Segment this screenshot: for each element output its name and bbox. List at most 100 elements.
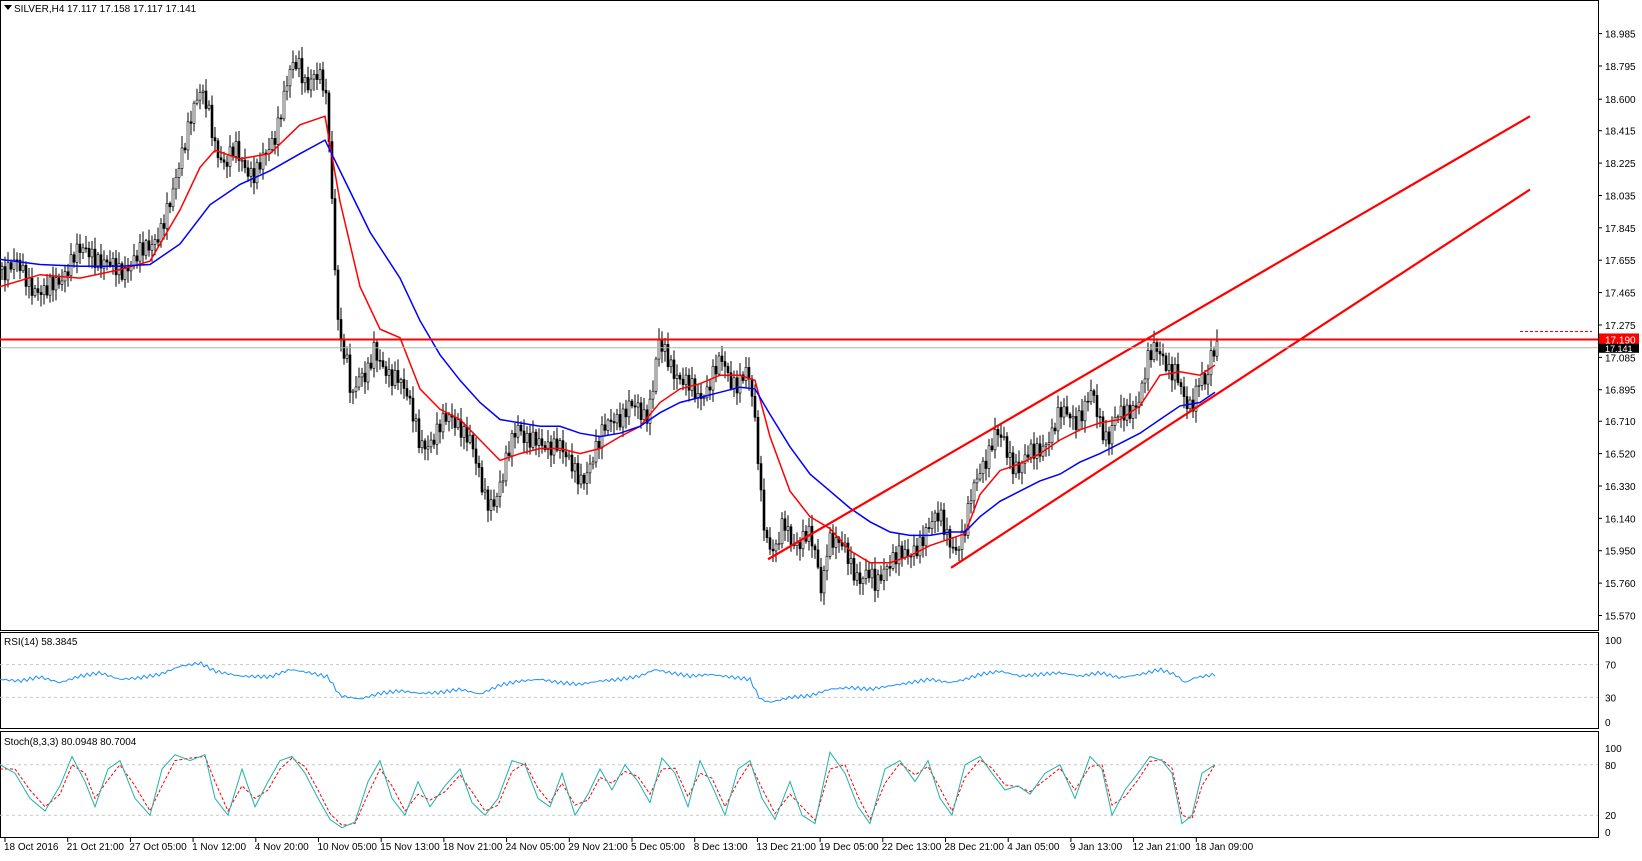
candle-body [231, 146, 235, 157]
candle-body [1134, 405, 1138, 408]
candle-body [249, 168, 253, 177]
candle-body [402, 379, 406, 389]
candle-body [36, 288, 40, 293]
candle-body [483, 489, 487, 493]
rsi-y-tick-label: 100 [1605, 636, 1622, 647]
candle-body [852, 558, 856, 581]
candle-body [201, 90, 205, 93]
candle-body [891, 552, 895, 569]
lower-channel-line [950, 188, 1531, 569]
candle-body [486, 489, 490, 511]
candle-body [744, 367, 748, 381]
y-tick-label: 17.845 [1605, 224, 1636, 235]
candle-body [306, 77, 310, 91]
candle-body [717, 355, 721, 375]
candle-body [834, 537, 838, 548]
candle-body [501, 480, 505, 483]
candle-body [321, 69, 325, 91]
candle-body [1209, 350, 1213, 376]
candle-body [456, 419, 460, 428]
candle-body [765, 529, 769, 539]
candle-body [708, 386, 712, 391]
candle-body [1029, 443, 1033, 458]
candle-body [987, 445, 991, 469]
candle-body [669, 359, 673, 367]
bid-price-badge [1599, 343, 1639, 353]
candle-body [120, 263, 124, 280]
candle-body [1110, 425, 1114, 445]
candle-body [33, 288, 37, 296]
candle-body [756, 416, 760, 464]
candle-body [213, 137, 217, 142]
y-tick-label: 17.465 [1605, 289, 1636, 300]
candle-body [867, 569, 871, 579]
candle-body [378, 359, 382, 362]
candle-body [984, 460, 988, 469]
y-tick-label: 18.415 [1605, 127, 1636, 138]
candle-body [198, 92, 202, 101]
candle-body [912, 545, 916, 557]
candle-body [930, 521, 934, 529]
x-tick-label: 22 Dec 13:00 [882, 842, 942, 853]
candle-body [561, 440, 565, 453]
candle-body [990, 445, 994, 451]
candle-body [1152, 342, 1156, 361]
candle-body [750, 378, 754, 397]
candle-body [960, 530, 964, 550]
candle-body [1086, 400, 1090, 403]
stoch-group [0, 750, 1598, 829]
candle-body [1125, 404, 1129, 421]
candle-body [1026, 454, 1030, 458]
candle-body [753, 396, 757, 418]
candle-body [609, 419, 613, 422]
candle-body [459, 419, 463, 438]
y-tick-label: 18.985 [1605, 30, 1636, 41]
candle-body [693, 378, 697, 399]
candle-body [384, 366, 388, 376]
candle-body [273, 138, 277, 145]
candle-body [828, 532, 832, 557]
candle-body [588, 463, 592, 474]
candle-body [576, 463, 580, 485]
candle-body [777, 543, 781, 546]
candle-body [489, 499, 493, 511]
stoch-y-tick-label: 20 [1605, 811, 1617, 822]
candle-body [375, 342, 379, 361]
candle-body [687, 374, 691, 391]
candle-body [816, 549, 820, 568]
candle-body [1053, 427, 1057, 432]
candle-body [786, 526, 790, 531]
x-tick-label: 4 Jan 05:00 [1007, 842, 1060, 853]
candle-body [294, 62, 298, 70]
candle-body [1056, 407, 1060, 432]
symbol-label: SILVER,H4 [14, 4, 65, 15]
candle-body [522, 430, 526, 444]
candle-body [564, 451, 568, 458]
candle-body [540, 438, 544, 446]
candle-body [825, 555, 829, 572]
candle-body [27, 277, 31, 287]
y-tick-label: 16.140 [1605, 514, 1636, 525]
candle-body [75, 243, 79, 263]
candle-body [18, 259, 22, 272]
candle-body [0, 266, 4, 270]
candle-body [699, 393, 703, 399]
candle-body [360, 372, 364, 378]
x-tick-label: 24 Nov 05:00 [506, 842, 566, 853]
candle-body [228, 146, 232, 167]
candle-body [555, 438, 559, 451]
candle-body [66, 271, 70, 277]
rsi-y-tick-label: 30 [1605, 693, 1617, 704]
candle-body [504, 452, 508, 482]
candle-body [345, 354, 349, 359]
candle-body [1113, 416, 1117, 426]
candle-body [381, 360, 385, 367]
chevron-down-icon[interactable] [4, 5, 12, 10]
candle-body [954, 546, 958, 551]
candle-body [612, 421, 616, 424]
candle-body [1167, 363, 1171, 371]
candle-body [738, 374, 742, 394]
candle-body [702, 397, 706, 400]
